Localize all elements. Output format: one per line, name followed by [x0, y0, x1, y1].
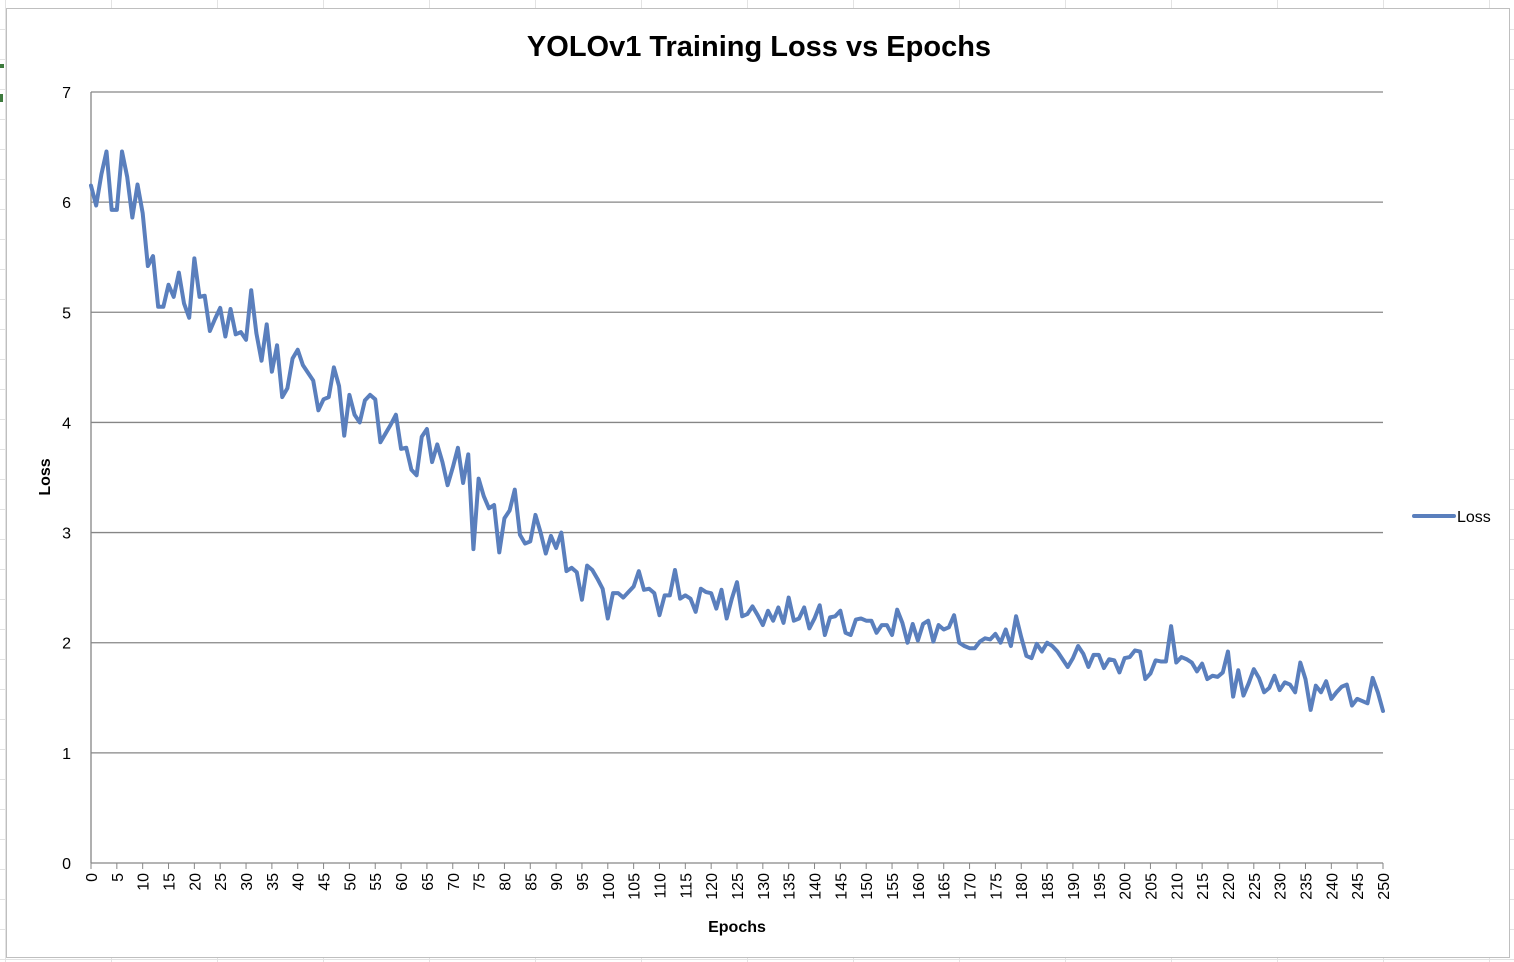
y-tick-label: 0: [62, 856, 71, 873]
cell-selection-marker: [0, 94, 3, 102]
x-tick-label: 50: [342, 873, 359, 891]
x-tick-label: 165: [937, 873, 954, 900]
axes: [90, 92, 1384, 869]
x-tick-label: 0: [84, 873, 101, 882]
y-axis-ticks: 0 1 2 3 4 5 6 7: [62, 85, 71, 873]
x-tick-label: 130: [756, 873, 773, 900]
x-tick-label: 75: [472, 873, 489, 891]
x-tick-label: 155: [885, 873, 902, 900]
x-tick-label: 205: [1143, 873, 1160, 900]
x-tick-label: 175: [988, 873, 1005, 900]
x-tick-label: 245: [1350, 873, 1367, 900]
x-tick-label: 210: [1169, 873, 1186, 900]
series-line-loss: [89, 149, 1385, 713]
x-tick-label: 160: [911, 873, 928, 900]
gridlines: [91, 91, 1383, 754]
x-tick-label: 35: [265, 873, 282, 891]
x-tick-label: 135: [782, 873, 799, 900]
plot-area: [89, 149, 1385, 713]
x-tick-label: 250: [1376, 873, 1393, 900]
cell-selection-marker: [0, 64, 4, 68]
chart-area[interactable]: [6, 8, 1510, 958]
x-tick-label: 55: [368, 873, 385, 891]
x-tick-label: 150: [859, 873, 876, 900]
x-tick-label: 170: [963, 873, 980, 900]
x-tick-label: 15: [162, 873, 179, 891]
y-tick-label: 3: [62, 526, 71, 543]
x-tick-label: 30: [239, 873, 256, 891]
x-tick-label: 180: [1014, 873, 1031, 900]
x-tick-label: 225: [1247, 873, 1264, 900]
x-tick-label: 45: [317, 873, 334, 891]
x-tick-label: 235: [1298, 873, 1315, 900]
y-tick-label: 2: [62, 636, 71, 653]
x-tick-label: 100: [601, 873, 618, 900]
x-tick-label: 185: [1040, 873, 1057, 900]
x-tick-label: 105: [627, 873, 644, 900]
x-tick-label: 220: [1221, 873, 1238, 900]
y-tick-label: 4: [62, 415, 71, 432]
x-tick-label: 110: [652, 873, 669, 899]
x-tick-label: 25: [213, 873, 230, 891]
x-tick-label: 90: [549, 873, 566, 891]
y-tick-label: 6: [62, 195, 71, 212]
x-tick-label: 140: [808, 873, 825, 900]
x-tick-label: 120: [704, 873, 721, 900]
x-axis-title: Epochs: [708, 919, 766, 936]
x-tick-label: 5: [110, 873, 127, 882]
legend-label-loss: Loss: [1457, 509, 1491, 526]
x-tick-label: 20: [187, 873, 204, 891]
x-tick-label: 115: [678, 873, 695, 899]
y-tick-label: 7: [62, 85, 71, 102]
x-tick-label: 215: [1195, 873, 1212, 900]
y-axis-title: Loss: [37, 458, 54, 495]
x-tick-label: 70: [446, 873, 463, 891]
x-tick-label: 195: [1092, 873, 1109, 900]
x-tick-label: 145: [833, 873, 850, 900]
x-tick-label: 60: [394, 873, 411, 891]
x-tick-label: 65: [420, 873, 437, 891]
x-tick-label: 125: [730, 873, 747, 900]
x-tick-label: 200: [1118, 873, 1135, 900]
x-axis-ticks: 0 5 10 15 20 25 30 35 40 45 50 55 60 65 70 75 80 85 90 95 10…: [84, 873, 1393, 900]
x-tick-label: 190: [1066, 873, 1083, 900]
x-tick-label: 95: [575, 873, 592, 891]
y-tick-label: 5: [62, 305, 71, 322]
y-tick-label: 1: [62, 746, 71, 763]
x-tick-label: 85: [523, 873, 540, 891]
legend[interactable]: Loss: [1412, 509, 1491, 526]
chart-title: YOLOv1 Training Loss vs Epochs: [527, 31, 991, 63]
x-tick-label: 10: [136, 873, 153, 891]
x-tick-label: 240: [1324, 873, 1341, 900]
x-tick-label: 80: [497, 873, 514, 891]
x-tick-label: 230: [1273, 873, 1290, 900]
x-tick-label: 40: [291, 873, 308, 891]
